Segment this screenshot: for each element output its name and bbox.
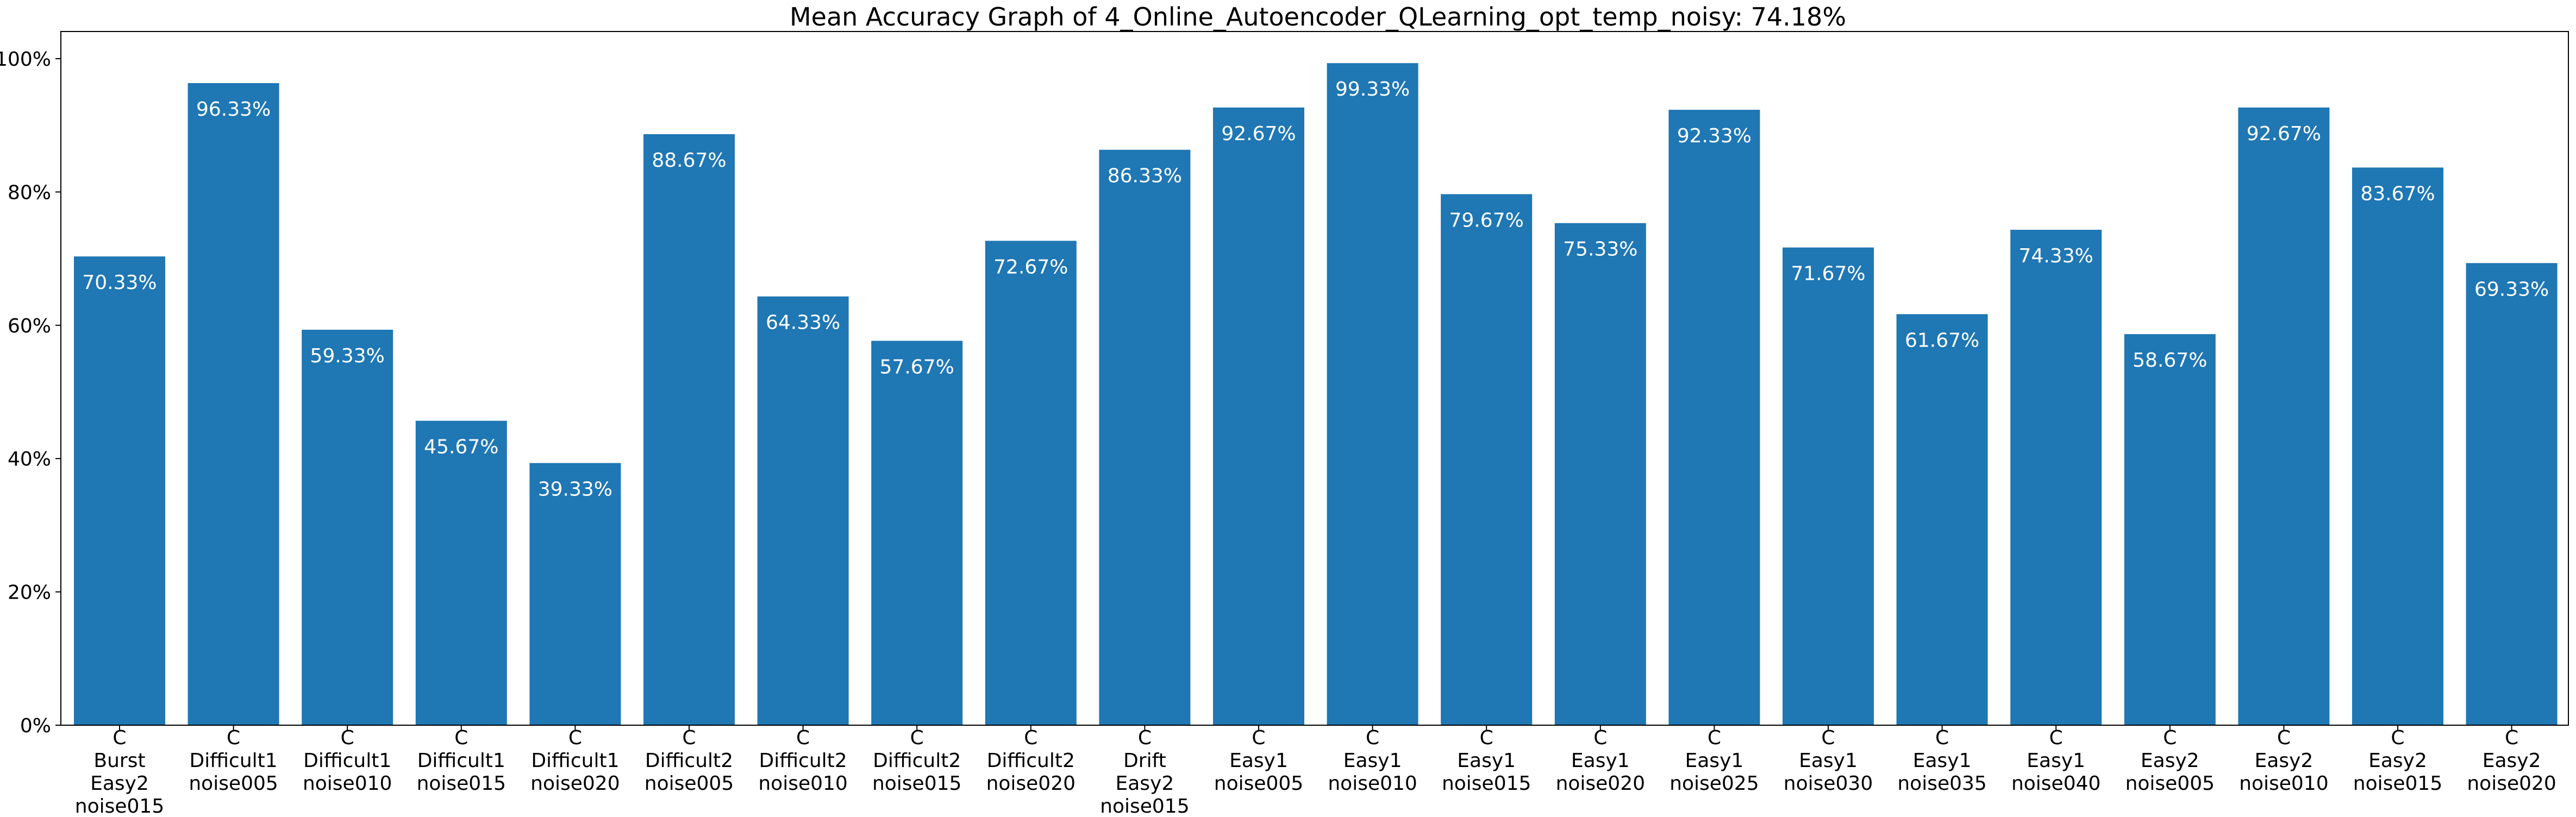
y-axis: 0% 20% 40% 60% 80% 100% (0, 48, 61, 737)
x-tick-label: C Easy1 noise040 (2011, 727, 2100, 795)
y-tick-label: 20% (8, 582, 51, 604)
x-tick-label: C Easy2 noise005 (2125, 727, 2215, 795)
x-tick-label: C Easy1 noise020 (1556, 727, 1645, 795)
bar-value-label: 79.67% (1449, 209, 1524, 231)
x-tick-label: C Drift Easy2 noise015 (1100, 727, 1189, 815)
bar (302, 330, 393, 725)
bar (871, 341, 963, 725)
bar-value-label: 69.33% (2474, 278, 2549, 300)
x-tick-label: C Difficult1 noise005 (189, 727, 278, 795)
bars-layer (74, 63, 2558, 726)
bar-value-label: 74.33% (2019, 245, 2093, 267)
x-axis: C Burst Easy2 noise015 C Difficult1 noise005 C D… (75, 725, 2556, 817)
bar-value-label: 75.33% (1563, 238, 1637, 261)
bar (643, 134, 735, 725)
bar-value-label: 72.67% (993, 256, 1068, 278)
x-tick-label: C Easy2 noise010 (2239, 727, 2328, 795)
chart-title: Mean Accuracy Graph of 4_Online_Autoenco… (790, 2, 1846, 32)
bar-value-label: 99.33% (1335, 78, 1410, 100)
bar-value-label: 61.67% (1905, 329, 1979, 351)
y-tick-label: 80% (8, 181, 51, 204)
bar (1327, 63, 1418, 726)
x-tick-label: C Difficult1 noise010 (303, 727, 392, 795)
bar (529, 463, 621, 725)
data-labels-layer: 70.33% 96.33% 59.33% 45.67% 39.33% 88.67% 64.3… (82, 78, 2549, 500)
x-tick-label: C Easy2 noise015 (2353, 727, 2442, 795)
bar (2010, 230, 2102, 725)
y-tick-label: 100% (0, 48, 51, 71)
bar (2124, 334, 2216, 725)
x-tick-label: C Easy1 noise025 (1670, 727, 1759, 795)
bar (985, 241, 1077, 725)
bar (2466, 263, 2558, 725)
bar-value-label: 96.33% (196, 98, 271, 121)
x-tick-label: C Difficult2 noise015 (872, 727, 961, 795)
bar-value-label: 59.33% (310, 345, 385, 367)
x-tick-label: C Easy1 noise030 (1784, 727, 1873, 795)
bar-value-label: 88.67% (652, 149, 726, 172)
bar (187, 83, 279, 725)
bar (2352, 167, 2443, 725)
bar (1099, 149, 1191, 726)
bar-value-label: 57.67% (880, 356, 954, 378)
x-tick-label: C Easy2 noise020 (2467, 727, 2556, 795)
bar (2238, 107, 2330, 725)
bar-value-label: 92.33% (1677, 125, 1752, 147)
y-tick-label: 40% (8, 448, 51, 470)
y-tick-label: 60% (8, 315, 51, 337)
bar (1554, 223, 1646, 725)
bar-value-label: 71.67% (1791, 263, 1865, 285)
bar (1441, 194, 1533, 725)
y-tick-label: 0% (20, 715, 51, 737)
bar (1213, 107, 1304, 725)
bar-value-label: 64.33% (766, 312, 840, 334)
bar-value-label: 45.67% (424, 436, 498, 458)
x-tick-label: C Easy1 noise035 (1897, 727, 1986, 795)
x-tick-label: C Difficult2 noise010 (758, 727, 847, 795)
bar-value-label: 39.33% (538, 478, 612, 500)
bar (1668, 110, 1760, 726)
x-tick-label: C Easy1 noise010 (1328, 727, 1417, 795)
plot-frame (60, 31, 2569, 726)
bar-value-label: 86.33% (1108, 165, 1182, 187)
bar (1896, 314, 1988, 725)
bar-value-label: 92.67% (2247, 123, 2321, 145)
x-tick-label: C Difficult2 noise005 (645, 727, 734, 795)
x-tick-label: C Difficult2 noise020 (986, 727, 1076, 795)
bar-value-label: 70.33% (82, 272, 157, 294)
x-tick-label: C Burst Easy2 noise015 (75, 727, 164, 815)
bar (74, 256, 165, 726)
x-tick-label: C Easy1 noise005 (1214, 727, 1303, 795)
bar (1783, 247, 1874, 726)
bar (415, 420, 507, 725)
bar-value-label: 83.67% (2360, 183, 2435, 205)
bar-value-label: 58.67% (2133, 349, 2207, 372)
x-tick-label: C Difficult1 noise020 (530, 727, 620, 795)
x-tick-label: C Easy1 noise015 (1442, 727, 1531, 795)
bar (757, 296, 849, 725)
x-tick-label: C Difficult1 noise015 (417, 727, 506, 795)
bar-value-label: 92.67% (1221, 123, 1296, 145)
